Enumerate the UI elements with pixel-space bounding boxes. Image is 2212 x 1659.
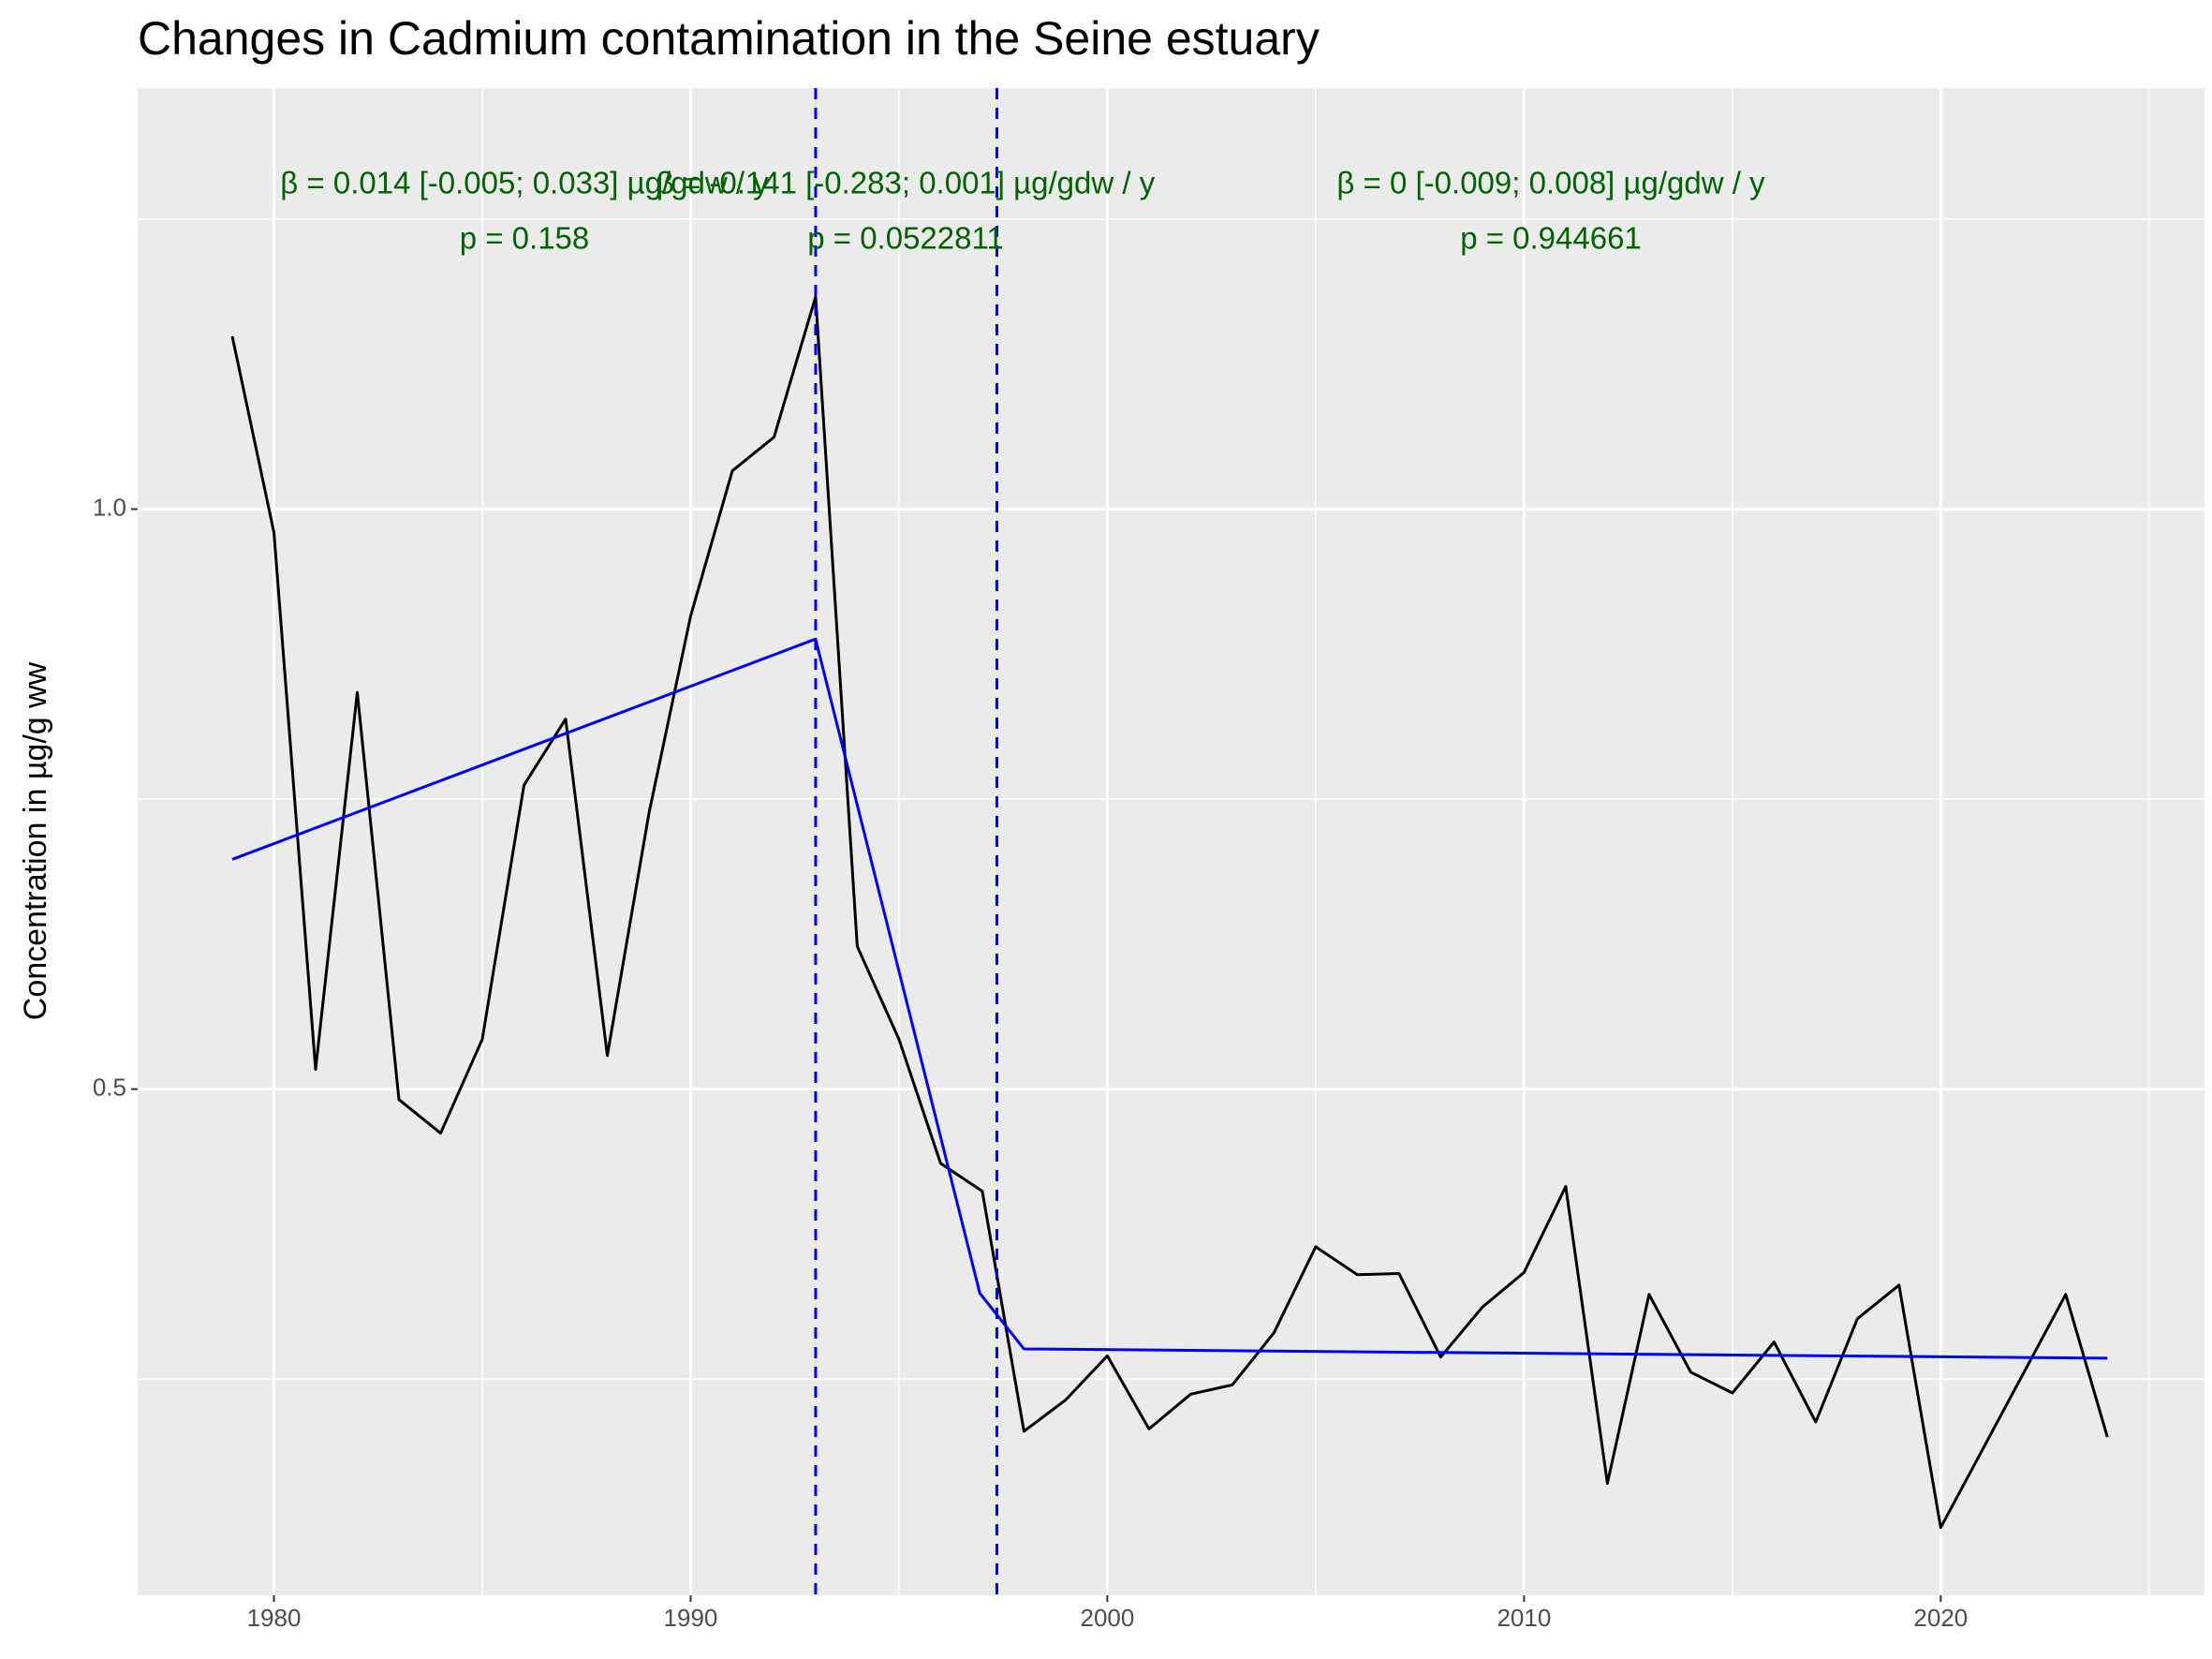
annotation-p: p = 0.158 <box>460 221 590 256</box>
x-tick-label: 2000 <box>1080 1604 1134 1632</box>
y-tick-label: 1.0 <box>93 493 126 521</box>
grid <box>138 88 2205 1595</box>
panel <box>138 88 2205 1595</box>
chart-title: Changes in Cadmium contamination in the … <box>138 12 1320 65</box>
x-tick-label: 1990 <box>664 1604 718 1632</box>
series-line <box>231 637 2108 1360</box>
annotation-p: p = 0.0522811 <box>807 221 1004 256</box>
annotation-beta: β = -0.141 [-0.283; 0.001] µg/gdw / y <box>656 166 1156 200</box>
y-axis-title: Concentration in µg/g ww <box>18 661 53 1020</box>
x-tick-label: 2020 <box>1913 1604 1968 1632</box>
annotation-beta: β = 0.014 [-0.005; 0.033] µg/gdw / y <box>280 166 769 200</box>
x-tick-label: 2010 <box>1497 1604 1551 1632</box>
annotation-beta: β = 0 [-0.009; 0.008] µg/gdw / y <box>1336 166 1765 200</box>
series-line <box>230 295 2109 1530</box>
x-tick-label: 1980 <box>247 1604 302 1632</box>
marks <box>230 88 2109 1595</box>
annotation-p: p = 0.944661 <box>1460 221 1642 256</box>
y-tick-label: 0.5 <box>93 1073 126 1101</box>
